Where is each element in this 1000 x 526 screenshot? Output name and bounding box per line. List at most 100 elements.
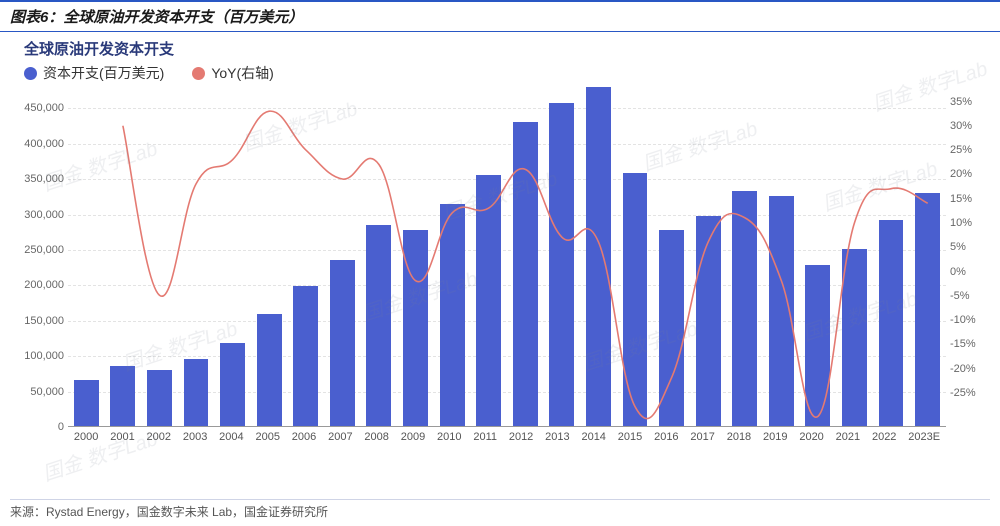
bar-slot <box>287 87 324 426</box>
x-tick: 2011 <box>473 431 497 443</box>
bar <box>366 225 391 426</box>
legend-marker-line <box>192 67 205 80</box>
y-right-tick: -15% <box>950 338 976 350</box>
bar <box>440 204 465 426</box>
y-right-tick: 25% <box>950 144 972 156</box>
bar-slot <box>836 87 873 426</box>
x-tick: 2022 <box>872 431 896 443</box>
y-right-tick: 30% <box>950 120 972 132</box>
x-tick: 2014 <box>581 431 605 443</box>
x-tick: 2002 <box>147 431 171 443</box>
legend-marker-bar <box>24 67 37 80</box>
bar-slot <box>690 87 727 426</box>
bar <box>293 286 318 426</box>
legend: 资本开支(百万美元) YoY(右轴) <box>0 61 1000 87</box>
bar-slot <box>726 87 763 426</box>
x-tick: 2013 <box>545 431 569 443</box>
y-right-tick: 5% <box>950 241 966 253</box>
y-right-tick: -10% <box>950 314 976 326</box>
bar <box>623 173 648 426</box>
figure-title: 图表6：全球原油开发资本开支（百万美元） <box>0 0 1000 32</box>
bar-slot <box>653 87 690 426</box>
x-tick: 2005 <box>255 431 279 443</box>
bar-slot <box>251 87 288 426</box>
x-tick: 2020 <box>799 431 823 443</box>
bar-slot <box>141 87 178 426</box>
bars-container <box>68 87 946 426</box>
y-left-tick: 250,000 <box>24 244 64 256</box>
y-left-tick: 350,000 <box>24 173 64 185</box>
bar-slot <box>763 87 800 426</box>
source-text: 来源：Rystad Energy，国金数字未来 Lab，国金证券研究所 <box>10 499 990 520</box>
bar <box>513 122 538 426</box>
bar <box>220 343 245 426</box>
bar <box>184 359 209 426</box>
bar-slot <box>873 87 910 426</box>
y-right-tick: 10% <box>950 217 972 229</box>
x-tick: 2003 <box>183 431 207 443</box>
y-right-tick: -20% <box>950 363 976 375</box>
y-right-tick: 0% <box>950 266 966 278</box>
y-left-tick: 0 <box>58 421 64 433</box>
y-right-tick: 15% <box>950 193 972 205</box>
legend-label-line: YoY(右轴) <box>211 63 274 83</box>
x-tick: 2008 <box>364 431 388 443</box>
x-tick: 2017 <box>690 431 714 443</box>
bar <box>110 366 135 426</box>
bar-slot <box>178 87 215 426</box>
bar <box>74 380 99 426</box>
bar-slot <box>909 87 946 426</box>
x-tick: 2018 <box>727 431 751 443</box>
bar-slot <box>544 87 581 426</box>
y-left-tick: 150,000 <box>24 315 64 327</box>
x-tick: 2016 <box>654 431 678 443</box>
y-left-tick: 50,000 <box>30 386 64 398</box>
bar <box>915 193 940 426</box>
x-tick: 2006 <box>292 431 316 443</box>
x-tick: 2001 <box>110 431 134 443</box>
y-right-tick: -25% <box>950 387 976 399</box>
bar-slot <box>800 87 837 426</box>
chart-area: 450,000400,000350,000300,000250,000200,0… <box>10 87 990 477</box>
bar-slot <box>214 87 251 426</box>
x-tick: 2023E <box>908 431 940 443</box>
bar <box>549 103 574 426</box>
bar-slot <box>105 87 142 426</box>
bar <box>732 191 757 426</box>
y-left-tick: 100,000 <box>24 350 64 362</box>
y-left-tick: 450,000 <box>24 102 64 114</box>
legend-item-bar: 资本开支(百万美元) <box>24 63 164 83</box>
x-tick: 2009 <box>401 431 425 443</box>
y-right-tick: 20% <box>950 168 972 180</box>
x-tick: 2000 <box>74 431 98 443</box>
bar <box>476 175 501 426</box>
bar-slot <box>68 87 105 426</box>
y-axis-left: 450,000400,000350,000300,000250,000200,0… <box>10 87 64 427</box>
bar <box>257 314 282 426</box>
bar-slot <box>580 87 617 426</box>
legend-label-bar: 资本开支(百万美元) <box>43 63 164 83</box>
y-right-tick: -5% <box>950 290 970 302</box>
x-tick: 2015 <box>618 431 642 443</box>
legend-item-line: YoY(右轴) <box>192 63 274 83</box>
x-tick: 2007 <box>328 431 352 443</box>
x-tick: 2019 <box>763 431 787 443</box>
x-tick: 2010 <box>437 431 461 443</box>
y-left-tick: 300,000 <box>24 209 64 221</box>
bar-slot <box>470 87 507 426</box>
bar <box>330 260 355 426</box>
y-right-tick: 35% <box>950 96 972 108</box>
bar <box>842 249 867 426</box>
x-tick: 2012 <box>509 431 533 443</box>
bar-slot <box>324 87 361 426</box>
x-tick: 2004 <box>219 431 243 443</box>
bar-slot <box>507 87 544 426</box>
chart-subtitle: 全球原油开发资本开支 <box>0 32 1000 61</box>
bar <box>696 216 721 426</box>
bar <box>805 265 830 426</box>
bar-slot <box>434 87 471 426</box>
bar-slot <box>361 87 398 426</box>
bar-slot <box>397 87 434 426</box>
bar <box>769 196 794 426</box>
bar-slot <box>617 87 654 426</box>
